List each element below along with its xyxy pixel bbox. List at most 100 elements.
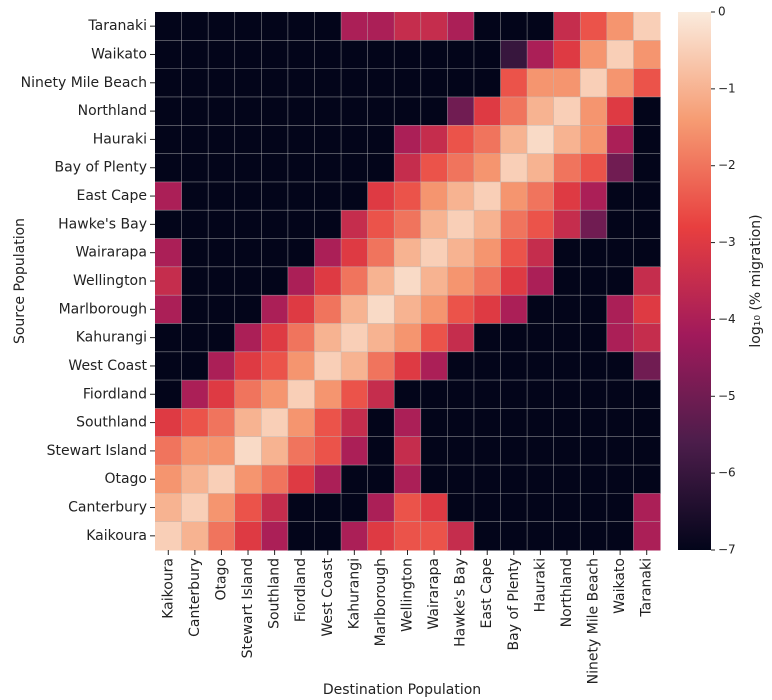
- heatmap-cell: [314, 153, 342, 183]
- heatmap-cell: [473, 238, 502, 268]
- heatmap-cell: [394, 465, 422, 494]
- heatmap-cell: [500, 40, 528, 70]
- heatmap-cell: [394, 493, 422, 523]
- heatmap-cell: [287, 295, 315, 324]
- heatmap-cell: [527, 238, 555, 268]
- heatmap-cell: [447, 323, 475, 353]
- heatmap-cell: [580, 295, 608, 324]
- heatmap-cell: [234, 153, 262, 183]
- heatmap-cell: [527, 380, 555, 409]
- heatmap-cell: [261, 295, 289, 324]
- heatmap-cell: [261, 521, 289, 551]
- heatmap-cell: [580, 68, 608, 98]
- heatmap-cell: [234, 68, 262, 98]
- heatmap-cell: [155, 465, 183, 494]
- heatmap-cell: [606, 181, 634, 211]
- heatmap-cell: [208, 436, 236, 466]
- heatmap-cell: [341, 351, 369, 381]
- heatmap-cell: [553, 323, 581, 353]
- colorbar-tick-label: 0: [718, 5, 726, 19]
- heatmap-cell: [314, 465, 342, 494]
- heatmap-cell: [367, 68, 395, 98]
- heatmap-cell: [500, 521, 528, 551]
- heatmap-cell: [553, 436, 581, 466]
- heatmap-cell: [287, 380, 315, 409]
- heatmap-cell: [155, 181, 183, 211]
- heatmap-cell: [367, 210, 395, 240]
- heatmap-cell: [447, 125, 475, 155]
- heatmap-cell: [181, 12, 209, 41]
- heatmap-cell: [420, 436, 448, 466]
- heatmap-cell: [287, 465, 315, 494]
- heatmap-cell: [580, 12, 608, 41]
- heatmap-cell: [553, 380, 581, 409]
- heatmap-cell: [261, 210, 289, 240]
- heatmap-cell: [234, 266, 262, 296]
- x-axis-label: Destination Population: [323, 682, 481, 698]
- heatmap-cell: [314, 266, 342, 296]
- colorbar-tick-label: −5: [718, 389, 736, 403]
- heatmap-cell: [500, 408, 528, 438]
- heatmap-cell: [606, 96, 634, 126]
- heatmap-cell: [314, 238, 342, 268]
- colorbar: [678, 12, 711, 550]
- heatmap-cell: [208, 266, 236, 296]
- heatmap-cell: [553, 493, 581, 523]
- heatmap-cell: [580, 153, 608, 183]
- y-tick-label: Taranaki: [87, 18, 147, 34]
- y-tick-label: East Cape: [76, 188, 147, 204]
- heatmap-cell: [473, 436, 502, 466]
- heatmap-cell: [633, 40, 661, 70]
- heatmap-cell: [420, 153, 448, 183]
- heatmap-cell: [500, 68, 528, 98]
- heatmap-cell: [314, 125, 342, 155]
- heatmap-cell: [341, 521, 369, 551]
- heatmap-cell: [394, 323, 422, 353]
- x-tick-label: East Cape: [479, 558, 495, 629]
- x-tick-label: Kahurangi: [346, 558, 362, 629]
- heatmap-cell: [341, 493, 369, 523]
- heatmap-cell: [527, 153, 555, 183]
- heatmap-cell: [208, 380, 236, 409]
- heatmap-cell: [447, 351, 475, 381]
- heatmap-cell: [181, 295, 209, 324]
- y-tick-label: Canterbury: [68, 500, 147, 516]
- heatmap-cell: [394, 181, 422, 211]
- heatmap-cell: [367, 153, 395, 183]
- heatmap-cell: [181, 436, 209, 466]
- heatmap-cell: [553, 68, 581, 98]
- heatmap-cell: [473, 125, 502, 155]
- heatmap-cell: [580, 408, 608, 438]
- heatmap-cell: [527, 465, 555, 494]
- heatmap-cell: [606, 436, 634, 466]
- heatmap-cell: [394, 210, 422, 240]
- heatmap-cell: [367, 323, 395, 353]
- heatmap-cell: [234, 408, 262, 438]
- heatmap-cell: [447, 96, 475, 126]
- heatmap-cell: [394, 153, 422, 183]
- heatmap-cell: [341, 295, 369, 324]
- heatmap-cell: [261, 408, 289, 438]
- heatmap-cell: [234, 96, 262, 126]
- heatmap-cell: [367, 493, 395, 523]
- heatmap-cell: [580, 465, 608, 494]
- y-tick-label: Wellington: [73, 273, 147, 289]
- heatmap-cell: [553, 465, 581, 494]
- heatmap-cell: [234, 40, 262, 70]
- heatmap-cell: [341, 153, 369, 183]
- heatmap-cell: [500, 436, 528, 466]
- heatmap-cell: [500, 266, 528, 296]
- heatmap-cell: [420, 210, 448, 240]
- heatmap-cell: [367, 181, 395, 211]
- heatmap-cell: [234, 12, 262, 41]
- y-tick-label: West Coast: [68, 358, 147, 374]
- y-tick-label: Kahurangi: [76, 330, 147, 346]
- x-tick-label: Marlborough: [373, 558, 389, 646]
- heatmap-cell: [287, 12, 315, 41]
- heatmap-cell: [341, 408, 369, 438]
- heatmap-cell: [261, 12, 289, 41]
- heatmap-cell: [473, 68, 502, 98]
- heatmap-cell: [473, 295, 502, 324]
- heatmap-cell: [367, 380, 395, 409]
- heatmap-cell: [287, 521, 315, 551]
